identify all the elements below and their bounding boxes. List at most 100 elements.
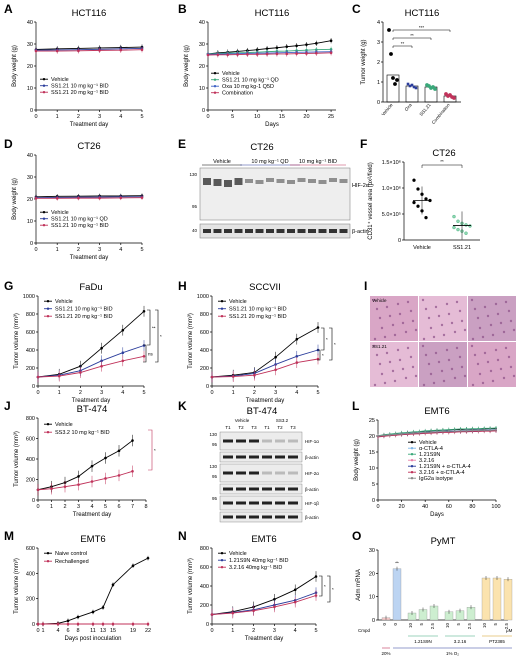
- data-point: [77, 475, 80, 478]
- y-tick-label: 0: [377, 100, 380, 106]
- legend-entry: Vehicle: [55, 422, 73, 428]
- legend-entry: Vehicle: [51, 210, 69, 216]
- cell-nucleus: [445, 348, 449, 352]
- panel-b: 0 10 20 30 40 0 5 10 15 20 25 Days Body weight (g) HC…: [184, 8, 336, 128]
- data-point: [111, 622, 115, 626]
- cell-nucleus: [442, 333, 446, 337]
- data-point: [142, 310, 146, 313]
- blot-band: [288, 515, 298, 519]
- legend-marker: [410, 477, 414, 480]
- y-tick-label: 30: [27, 42, 33, 48]
- data-point: [131, 564, 135, 568]
- significance-label: *: [324, 584, 326, 589]
- blot-band: [249, 439, 259, 443]
- data-point: [464, 231, 468, 235]
- y-tick-label: 10: [27, 219, 33, 225]
- y-tick-label: 20: [199, 64, 205, 70]
- series-line: [37, 470, 133, 491]
- legend-marker: [220, 559, 224, 562]
- cell-nucleus: [406, 300, 410, 304]
- y-tick-label: 400: [26, 571, 35, 577]
- series-line: [211, 595, 317, 615]
- cell-nucleus: [478, 372, 482, 376]
- group-label: Vehicle: [235, 418, 250, 423]
- band-label: β-actin: [305, 455, 319, 460]
- cell-nucleus: [481, 381, 485, 385]
- cell-nucleus: [507, 355, 511, 359]
- cell-nucleus: [447, 312, 451, 316]
- data-point: [265, 47, 269, 50]
- x-tick-label: 3: [77, 504, 80, 510]
- data-point: [295, 52, 298, 55]
- data-point: [383, 434, 385, 437]
- x-tick-label: 4: [90, 504, 93, 510]
- cell-nucleus: [502, 330, 506, 334]
- legend-entry: 3.2.16 40mg kg⁻¹ BID: [229, 565, 282, 571]
- y-tick-label: 0: [372, 498, 375, 504]
- lane-label: T2: [277, 425, 283, 430]
- data-point: [55, 197, 59, 200]
- y-tick-label: 0: [202, 108, 205, 114]
- cell-nucleus: [437, 314, 441, 318]
- y-axis-label: Tumor weight (g): [361, 39, 367, 84]
- dose-label: 0: [393, 623, 398, 626]
- significance-label: **: [440, 159, 444, 164]
- x-tick-label: 40: [422, 504, 428, 510]
- cell-nucleus: [470, 298, 474, 302]
- x-tick-label: 4: [294, 628, 297, 634]
- x-tick-label: 4: [295, 390, 298, 396]
- x-tick-label: 8: [76, 628, 79, 634]
- cell-nucleus: [491, 379, 495, 383]
- data-point: [442, 430, 444, 433]
- cell-nucleus: [499, 321, 503, 325]
- x-tick-label: 1: [41, 628, 44, 634]
- data-point: [395, 78, 399, 82]
- lane-label: T1: [264, 425, 270, 430]
- band-label: HIF-2α: [305, 471, 319, 476]
- y-tick-label: 1: [377, 80, 380, 86]
- data-point: [91, 610, 95, 614]
- data-point: [436, 430, 438, 433]
- lane-label: T1: [225, 425, 231, 430]
- data-point: [314, 575, 318, 578]
- chart-title: HCT116: [405, 8, 440, 19]
- data-point: [274, 368, 277, 372]
- mw-marker: 95: [212, 474, 218, 479]
- data-point: [412, 178, 416, 182]
- group-label: 3.2.16: [454, 639, 467, 644]
- y-tick-label: 600: [26, 330, 35, 336]
- y-tick-label: 1000: [23, 294, 35, 300]
- blot-band: [262, 501, 272, 505]
- chart-title: HCT116: [72, 8, 107, 19]
- blot-band: [236, 515, 246, 519]
- blot-band: [249, 501, 259, 505]
- y-tick-label: 200: [26, 597, 35, 603]
- blot-band: [262, 439, 272, 443]
- panel-label-d: D: [4, 137, 13, 151]
- y-axis-label: Body weight (g): [184, 45, 190, 87]
- panel-label-o: O: [352, 529, 361, 543]
- legend-marker: [42, 211, 46, 214]
- x-tick-label: 60: [446, 504, 452, 510]
- blot-band: [262, 471, 272, 475]
- data-point: [55, 49, 59, 53]
- cell-nucleus: [380, 372, 384, 376]
- y-tick-label: 600: [26, 437, 35, 443]
- legend-marker: [220, 566, 224, 569]
- y-tick-label: 200: [200, 603, 209, 609]
- y-tick-label: 5.0×10⁵: [382, 211, 401, 218]
- histology-image: [370, 342, 418, 387]
- y-tick-label: 10: [199, 86, 205, 92]
- x-tick-label: 3: [273, 628, 276, 634]
- x-axis-label: Days post inoculation: [64, 636, 121, 642]
- cell-nucleus: [494, 302, 498, 306]
- legend-entry: Combination: [222, 91, 253, 97]
- blot-band: [275, 501, 285, 505]
- panel-d: 0 10 20 30 40 0 1 2 3 4 5 Treatment day Body weight …: [12, 141, 144, 261]
- mw-marker: 130: [189, 172, 197, 177]
- significance-label: *: [334, 342, 336, 347]
- data-point: [236, 53, 239, 56]
- cell-nucleus: [499, 367, 503, 371]
- data-point: [146, 556, 150, 560]
